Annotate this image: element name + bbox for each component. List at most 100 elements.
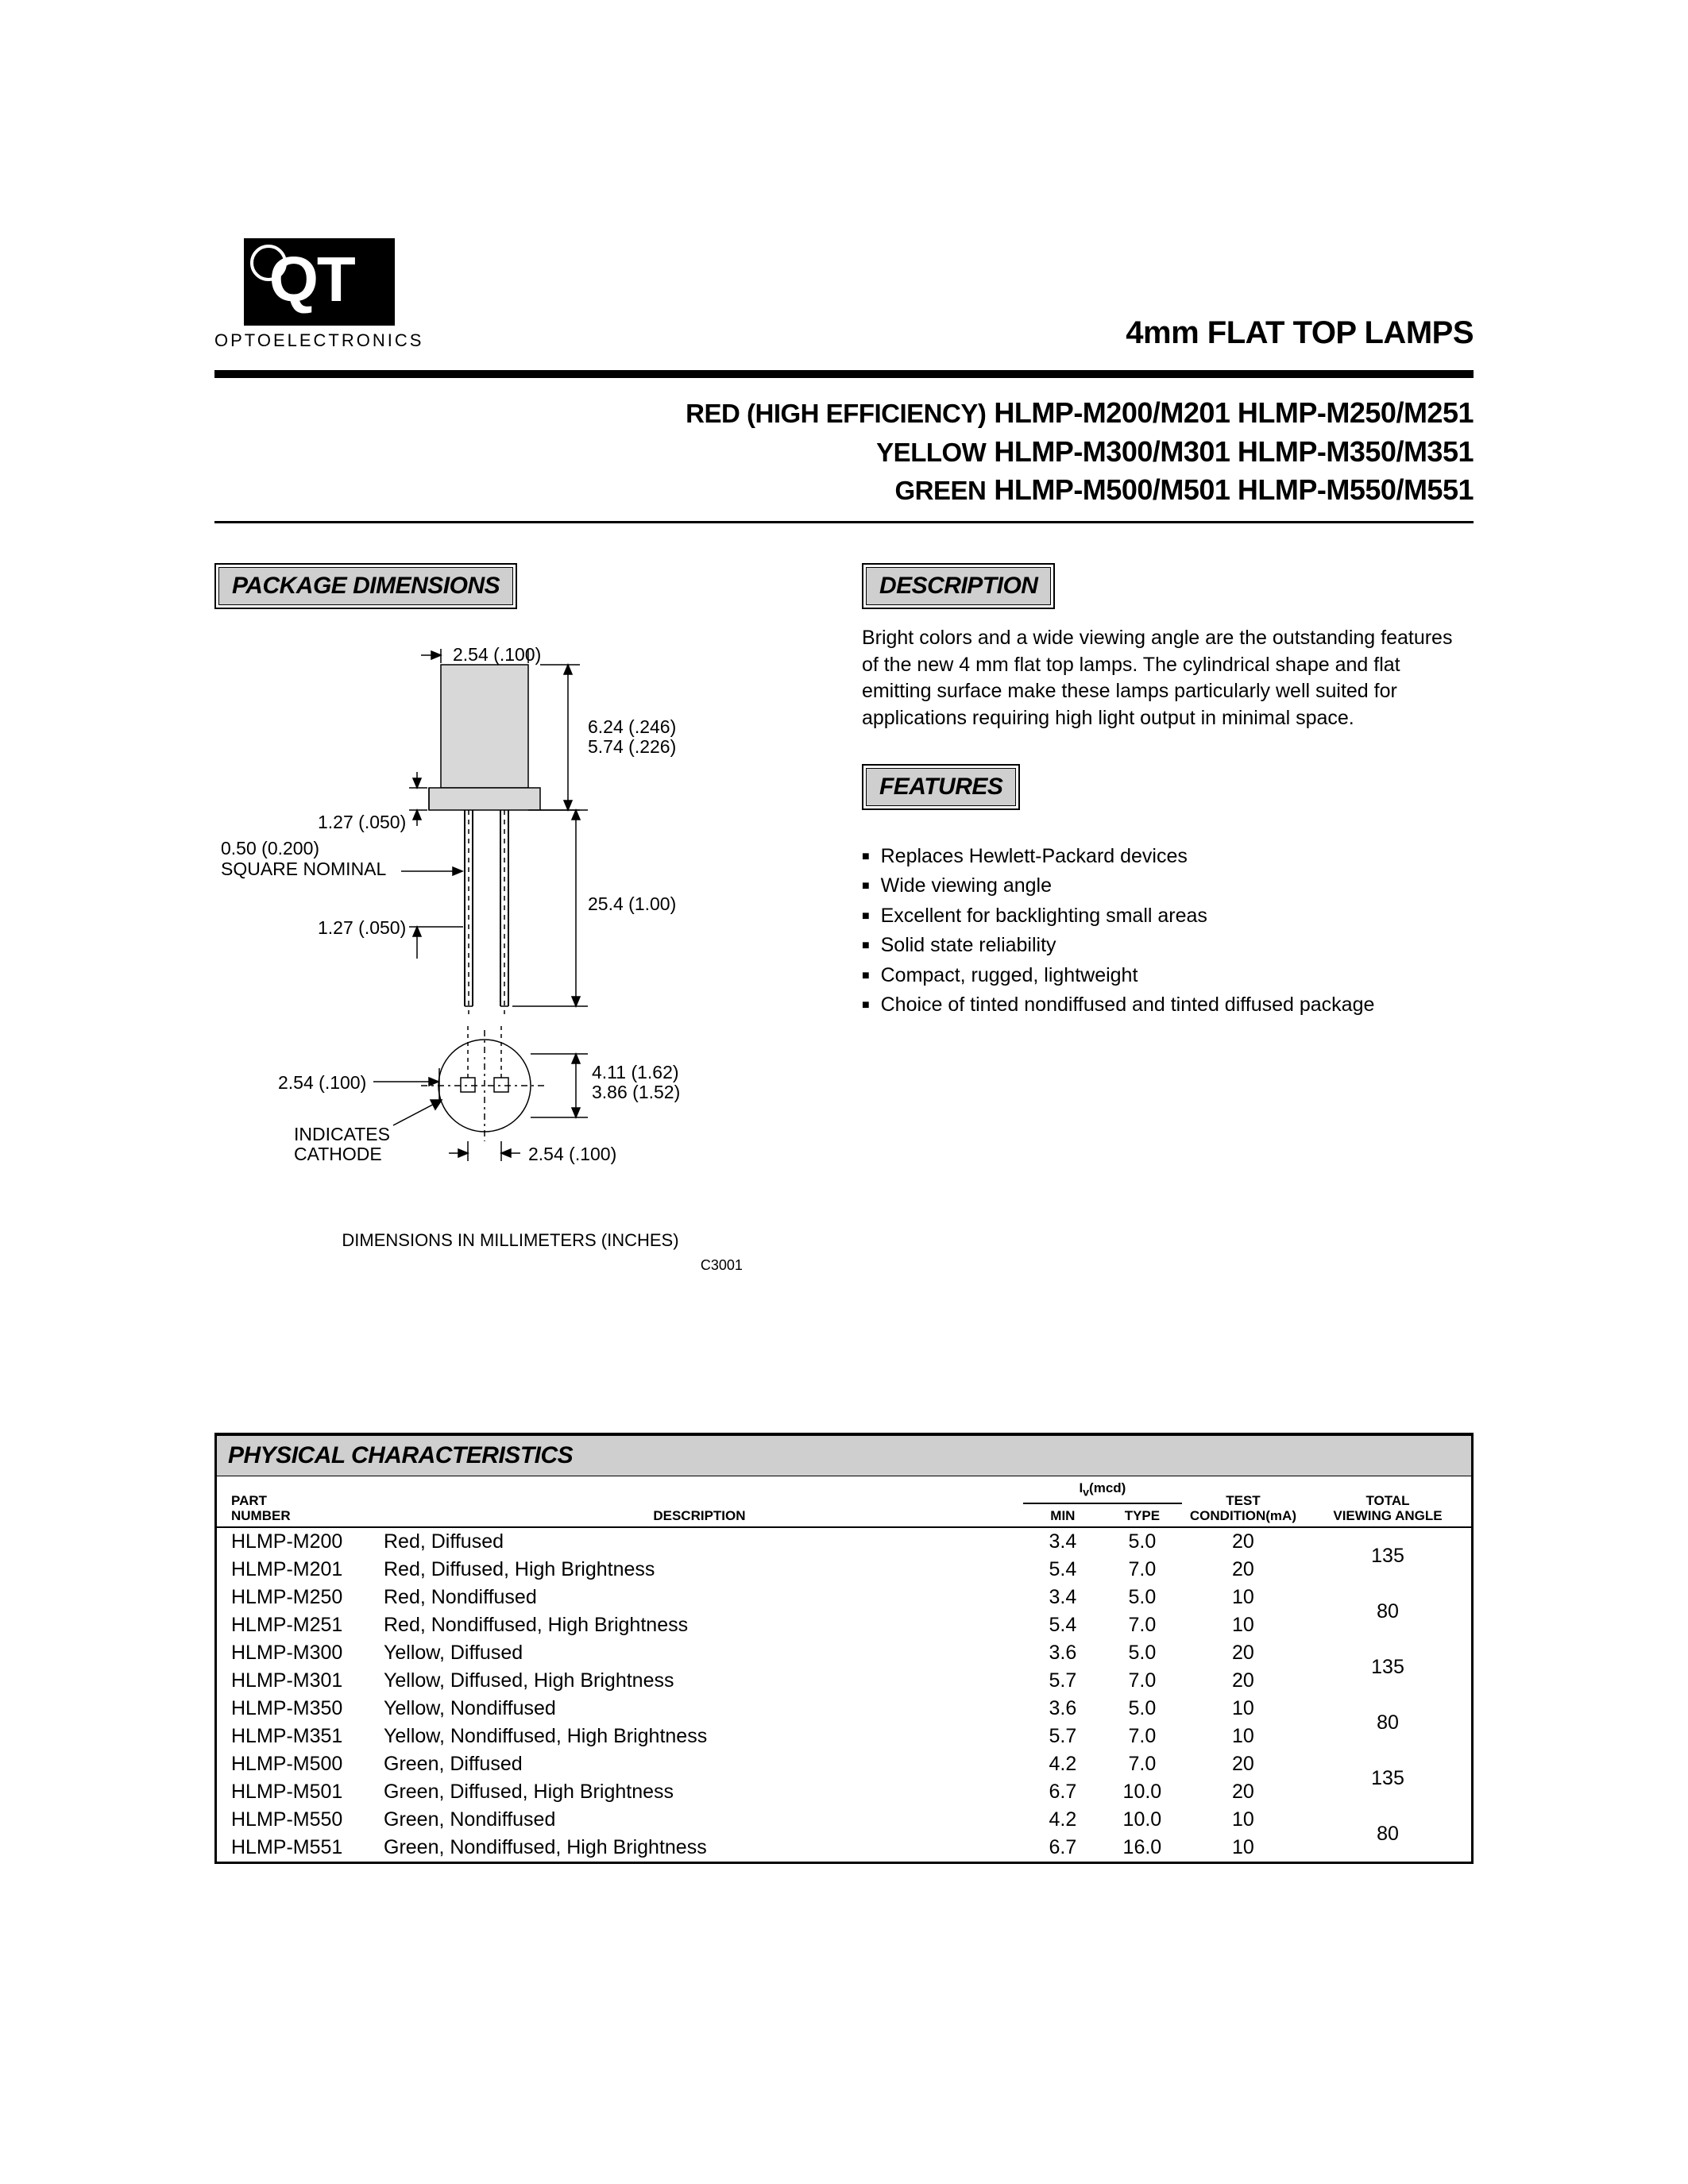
cell-min: 3.6 — [1023, 1695, 1103, 1723]
cell-viewing-angle: 80 — [1304, 1695, 1471, 1750]
cell-type: 7.0 — [1103, 1667, 1182, 1695]
dim-label: 5.74 (.226) — [588, 736, 676, 758]
cell-viewing-angle: 80 — [1304, 1806, 1471, 1862]
rule-thin — [214, 521, 1474, 523]
dim-label: 2.54 (.100) — [528, 1144, 616, 1165]
table-row: HLMP-M351Yellow, Nondiffused, High Brigh… — [217, 1723, 1471, 1750]
dim-label: 2.54 (.100) — [453, 644, 541, 666]
cell-description: Green, Diffused — [376, 1750, 1023, 1778]
part-line: GREEN HLMP-M500/M501 HLMP-M550/M551 — [214, 471, 1474, 510]
cell-test: 20 — [1182, 1527, 1304, 1556]
table-row: HLMP-M501Green, Diffused, High Brightnes… — [217, 1778, 1471, 1806]
cell-viewing-angle: 135 — [1304, 1639, 1471, 1695]
table-head: PARTNUMBER DESCRIPTION Iv(mcd) TESTCONDI… — [217, 1476, 1471, 1528]
cell-part-number: HLMP-M500 — [217, 1750, 376, 1778]
th-viewing-angle: TOTALVIEWING ANGLE — [1304, 1476, 1471, 1528]
cell-min: 3.4 — [1023, 1584, 1103, 1611]
cell-part-number: HLMP-M550 — [217, 1806, 376, 1834]
cell-description: Yellow, Nondiffused, High Brightness — [376, 1723, 1023, 1750]
cell-viewing-angle: 135 — [1304, 1750, 1471, 1806]
cell-type: 10.0 — [1103, 1806, 1182, 1834]
section-header-label: FEATURES — [866, 768, 1016, 806]
physical-characteristics-section: PHYSICAL CHARACTERISTICS PARTNUMBER DESC… — [214, 1433, 1474, 1865]
th-min: MIN — [1023, 1503, 1103, 1528]
section-header-label: PACKAGE DIMENSIONS — [218, 567, 513, 605]
cell-description: Yellow, Diffused, High Brightness — [376, 1667, 1023, 1695]
table-row: HLMP-M500Green, Diffused4.27.020135 — [217, 1750, 1471, 1778]
cell-type: 7.0 — [1103, 1556, 1182, 1584]
feature-item: Choice of tinted nondiffused and tinted … — [862, 990, 1474, 1021]
cell-test: 10 — [1182, 1584, 1304, 1611]
cell-min: 5.4 — [1023, 1611, 1103, 1639]
part-line: YELLOW HLMP-M300/M301 HLMP-M350/M351 — [214, 433, 1474, 472]
table-body: HLMP-M200Red, Diffused3.45.020135HLMP-M2… — [217, 1527, 1471, 1862]
cell-viewing-angle: 135 — [1304, 1527, 1471, 1584]
cell-description: Red, Diffused — [376, 1527, 1023, 1556]
part-codes: HLMP-M500/M501 HLMP-M550/M551 — [994, 473, 1474, 506]
diagram-caption: DIMENSIONS IN MILLIMETERS (INCHES) — [214, 1230, 806, 1251]
cell-test: 20 — [1182, 1750, 1304, 1778]
cell-type: 5.0 — [1103, 1639, 1182, 1667]
diagram-code: C3001 — [214, 1257, 806, 1274]
part-category: YELLOW — [876, 438, 986, 467]
part-codes: HLMP-M200/M201 HLMP-M250/M251 — [994, 396, 1474, 429]
section-header-description: DESCRIPTION — [862, 563, 1056, 609]
dim-label: SQUARE NOMINAL — [221, 859, 386, 880]
cell-description: Red, Diffused, High Brightness — [376, 1556, 1023, 1584]
dim-label: 1.27 (.050) — [318, 812, 406, 833]
section-header-label: DESCRIPTION — [866, 567, 1052, 605]
part-numbers-block: RED (HIGH EFFICIENCY)HLMP-M200/M201 HLMP… — [214, 394, 1474, 510]
table-row: HLMP-M200Red, Diffused3.45.020135 — [217, 1527, 1471, 1556]
section-header-package: PACKAGE DIMENSIONS — [214, 563, 517, 609]
cell-type: 7.0 — [1103, 1611, 1182, 1639]
cell-test: 10 — [1182, 1695, 1304, 1723]
dim-label: 3.86 (1.52) — [592, 1082, 680, 1103]
cell-test: 20 — [1182, 1667, 1304, 1695]
feature-item: Wide viewing angle — [862, 871, 1474, 901]
dim-label: 2.54 (.100) — [278, 1072, 366, 1094]
logo-box: QT — [244, 238, 395, 326]
feature-item: Replaces Hewlett-Packard devices — [862, 842, 1474, 872]
part-category: GREEN — [894, 476, 986, 505]
table-row: HLMP-M301Yellow, Diffused, High Brightne… — [217, 1667, 1471, 1695]
table-row: HLMP-M201Red, Diffused, High Brightness5… — [217, 1556, 1471, 1584]
dim-label: 1.27 (.050) — [318, 917, 406, 939]
logo-caption: OPTOELECTRONICS — [214, 330, 423, 351]
logo: QT OPTOELECTRONICS — [214, 238, 423, 351]
cell-part-number: HLMP-M201 — [217, 1556, 376, 1584]
dim-label: 0.50 (0.200) — [221, 838, 319, 859]
part-line: RED (HIGH EFFICIENCY)HLMP-M200/M201 HLMP… — [214, 394, 1474, 433]
cell-type: 5.0 — [1103, 1527, 1182, 1556]
table-row: HLMP-M250Red, Nondiffused3.45.01080 — [217, 1584, 1471, 1611]
part-codes: HLMP-M300/M301 HLMP-M350/M351 — [994, 435, 1474, 468]
logo-text: QT — [269, 243, 354, 316]
th-description: DESCRIPTION — [376, 1476, 1023, 1528]
cell-min: 5.7 — [1023, 1667, 1103, 1695]
feature-item: Excellent for backlighting small areas — [862, 901, 1474, 932]
cell-min: 5.7 — [1023, 1723, 1103, 1750]
page-title: 4mm FLAT TOP LAMPS — [1126, 315, 1474, 351]
cell-type: 5.0 — [1103, 1695, 1182, 1723]
cell-viewing-angle: 80 — [1304, 1584, 1471, 1639]
cell-description: Green, Diffused, High Brightness — [376, 1778, 1023, 1806]
feature-item: Compact, rugged, lightweight — [862, 961, 1474, 991]
section-header-features: FEATURES — [862, 764, 1020, 810]
dim-label: 4.11 (1.62) — [592, 1062, 679, 1083]
table-title-bar: PHYSICAL CHARACTERISTICS — [217, 1435, 1471, 1476]
cell-part-number: HLMP-M351 — [217, 1723, 376, 1750]
dim-label: CATHODE — [294, 1144, 382, 1165]
rule-thick — [214, 370, 1474, 378]
dim-label: INDICATES — [294, 1124, 390, 1145]
th-part-number: PARTNUMBER — [217, 1476, 376, 1528]
table-row: HLMP-M251Red, Nondiffused, High Brightne… — [217, 1611, 1471, 1639]
cell-min: 3.6 — [1023, 1639, 1103, 1667]
cell-part-number: HLMP-M250 — [217, 1584, 376, 1611]
two-column-layout: PACKAGE DIMENSIONS — [214, 563, 1474, 1274]
cell-min: 5.4 — [1023, 1556, 1103, 1584]
cell-test: 10 — [1182, 1806, 1304, 1834]
cell-test: 10 — [1182, 1611, 1304, 1639]
cell-part-number: HLMP-M301 — [217, 1667, 376, 1695]
left-column: PACKAGE DIMENSIONS — [214, 563, 806, 1274]
table-row: HLMP-M350Yellow, Nondiffused3.65.01080 — [217, 1695, 1471, 1723]
cell-description: Red, Nondiffused — [376, 1584, 1023, 1611]
